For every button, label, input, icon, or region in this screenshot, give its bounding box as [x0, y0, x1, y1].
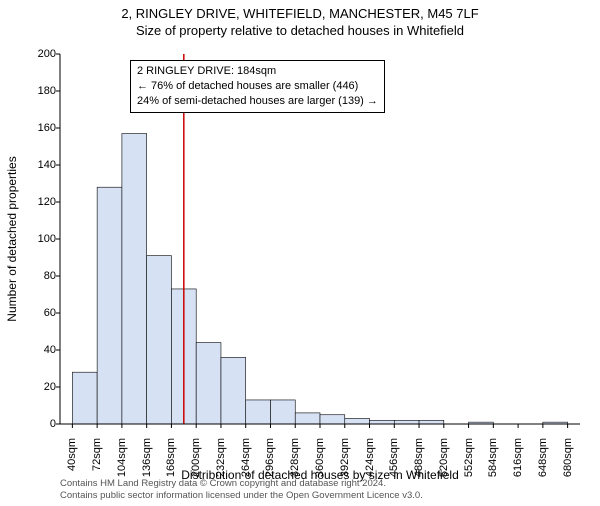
chart-subtitle: Size of property relative to detached ho…	[0, 23, 600, 38]
x-tick-label: 72sqm	[91, 438, 103, 471]
x-tick-label: 296sqm	[264, 438, 276, 477]
y-tick-label: 40	[44, 344, 56, 356]
chart-title: 2, RINGLEY DRIVE, WHITEFIELD, MANCHESTER…	[0, 6, 600, 21]
histogram-bar	[147, 256, 172, 424]
y-tick-label: 180	[38, 85, 56, 97]
y-axis-label: Number of detached properties	[5, 156, 19, 321]
y-tick-label: 80	[44, 270, 56, 282]
x-tick-label: 456sqm	[388, 438, 400, 477]
footer-line-1: Contains HM Land Registry data © Crown c…	[60, 478, 423, 490]
x-tick-label: 168sqm	[165, 438, 177, 477]
annotation-line-1: 2 RINGLEY DRIVE: 184sqm	[137, 64, 378, 79]
x-tick-label: 520sqm	[438, 438, 450, 477]
histogram-bar	[221, 357, 246, 424]
chart-container: 2, RINGLEY DRIVE, WHITEFIELD, MANCHESTER…	[0, 6, 600, 506]
histogram-bar	[122, 134, 147, 424]
y-tick-label: 60	[44, 307, 56, 319]
y-tick-label: 120	[38, 196, 56, 208]
chart-area: Number of detached properties Distributi…	[60, 54, 580, 424]
histogram-bar	[246, 400, 271, 424]
annotation-line-2: ← 76% of detached houses are smaller (44…	[137, 79, 378, 94]
x-tick-label: 136sqm	[141, 438, 153, 477]
footer-line-2: Contains public sector information licen…	[60, 490, 423, 502]
histogram-bar	[320, 415, 345, 424]
y-tick-label: 140	[38, 159, 56, 171]
x-tick-label: 648sqm	[537, 438, 549, 477]
y-tick-label: 160	[38, 122, 56, 134]
histogram-bar	[270, 400, 295, 424]
x-tick-label: 360sqm	[314, 438, 326, 477]
x-tick-label: 328sqm	[289, 438, 301, 477]
histogram-bar	[72, 372, 97, 424]
histogram-bar	[419, 420, 444, 424]
x-tick-label: 264sqm	[240, 438, 252, 477]
x-tick-label: 552sqm	[463, 438, 475, 477]
histogram-bar	[345, 418, 370, 424]
annotation-box: 2 RINGLEY DRIVE: 184sqm ← 76% of detache…	[130, 60, 385, 113]
histogram-bar	[370, 420, 395, 424]
x-tick-label: 424sqm	[364, 438, 376, 477]
y-tick-label: 20	[44, 381, 56, 393]
y-tick-label: 200	[38, 48, 56, 60]
x-tick-label: 392sqm	[339, 438, 351, 477]
y-tick-label: 0	[50, 418, 56, 430]
histogram-bar	[295, 413, 320, 424]
x-tick-label: 488sqm	[413, 438, 425, 477]
y-tick-label: 100	[38, 233, 56, 245]
footer-attribution: Contains HM Land Registry data © Crown c…	[60, 478, 423, 502]
x-tick-label: 232sqm	[215, 438, 227, 477]
histogram-bar	[196, 343, 221, 424]
histogram-bar	[97, 187, 122, 424]
x-tick-label: 104sqm	[116, 438, 128, 477]
annotation-line-3: 24% of semi-detached houses are larger (…	[137, 94, 378, 109]
x-tick-label: 616sqm	[512, 438, 524, 477]
x-tick-label: 584sqm	[487, 438, 499, 477]
x-tick-label: 40sqm	[66, 438, 78, 471]
x-tick-label: 680sqm	[562, 438, 574, 477]
x-tick-label: 200sqm	[190, 438, 202, 477]
histogram-bar	[394, 420, 419, 424]
